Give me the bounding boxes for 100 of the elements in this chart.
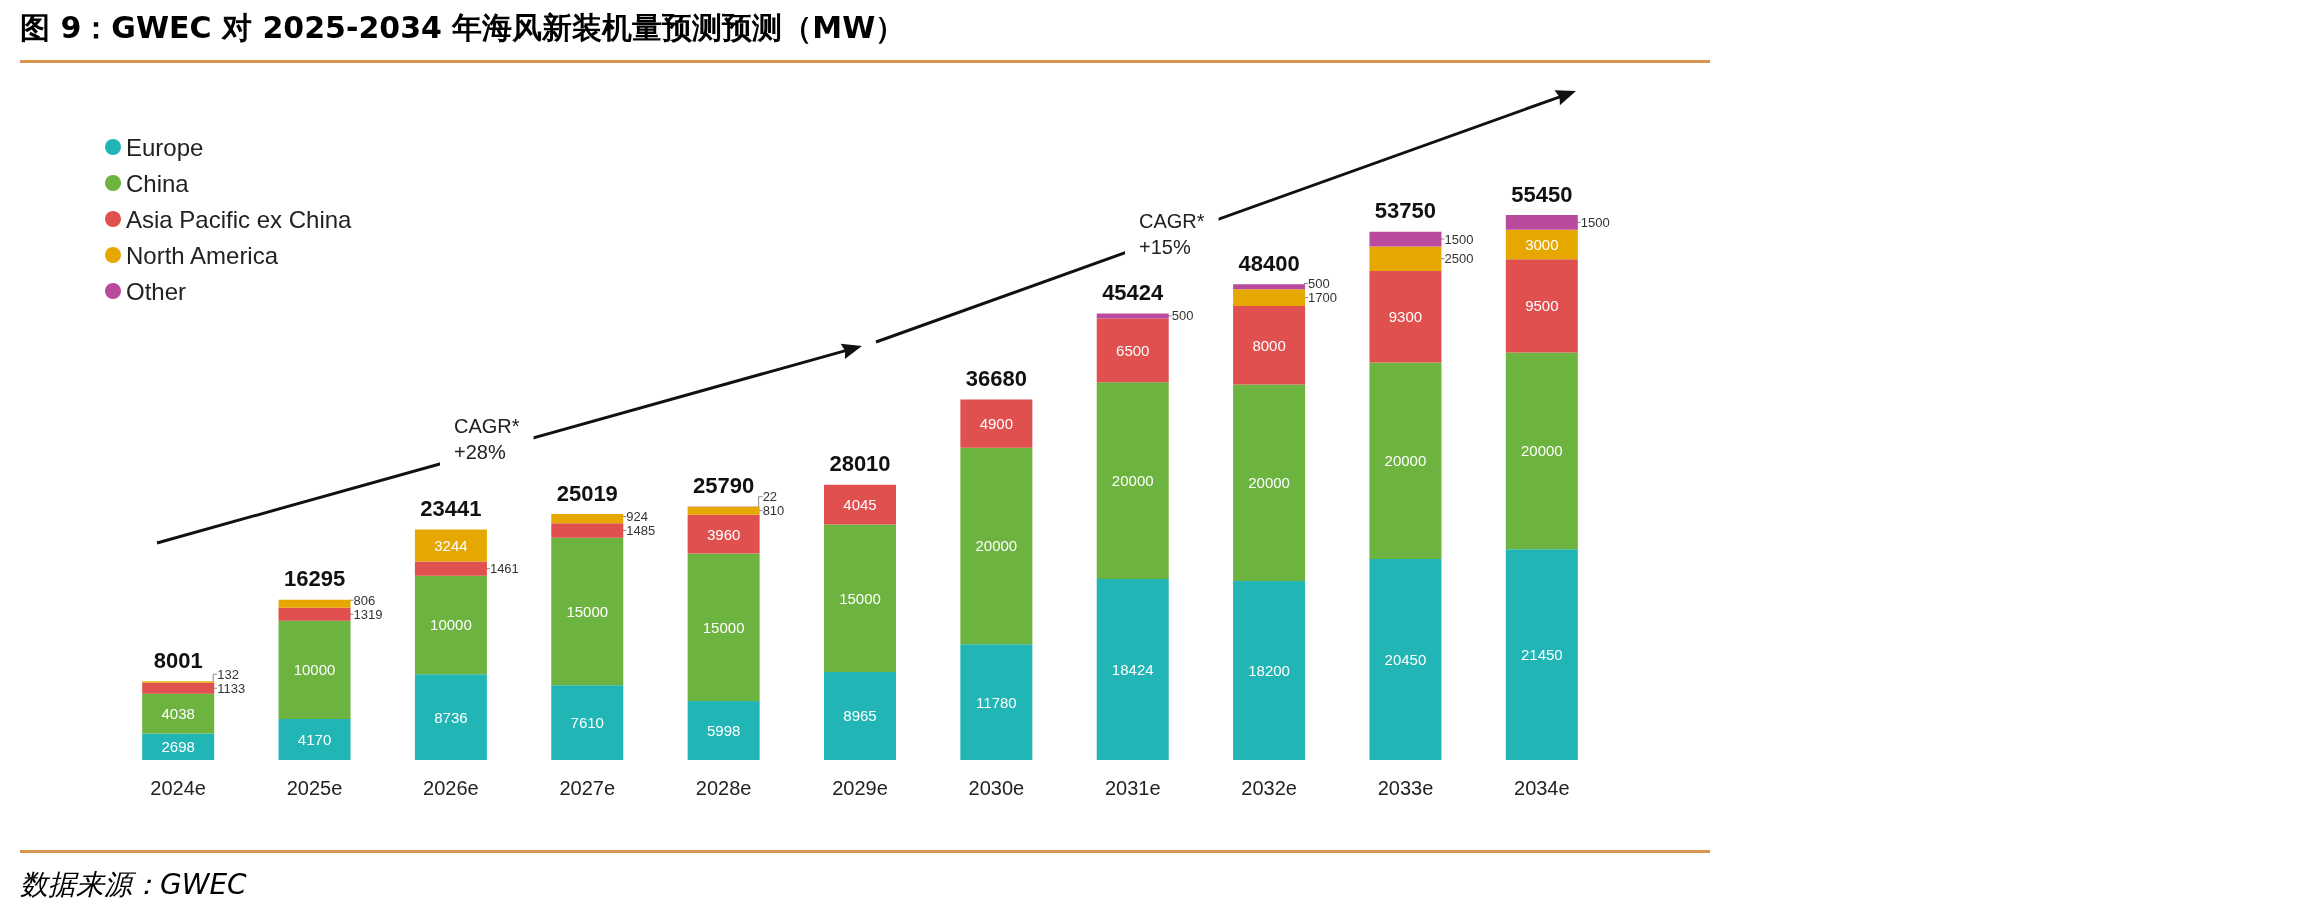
data-label: 8736 [434,708,468,726]
bar [278,719,351,760]
x-tick-label: 2033e [1377,777,1434,799]
x-tick-label: 2024e [150,777,206,799]
data-label: 2500 [1444,251,1474,267]
bar [1369,559,1442,760]
data-label: 2698 [161,738,195,756]
data-label: 20000 [1111,472,1154,490]
bar [1096,578,1169,760]
bar [1233,384,1306,582]
data-label: 3244 [434,537,468,555]
bar [1096,382,1169,579]
data-label: 8965 [843,707,877,725]
x-tick-label: 2028e [695,777,752,799]
bar [551,685,624,760]
total-label: 28010 [829,451,891,477]
bar [1505,215,1578,230]
bar [1369,362,1442,559]
data-label: 1700 [1308,290,1338,306]
bar [824,524,896,672]
x-tick-label: 2029e [832,777,888,799]
bar [414,575,487,675]
data-label: 18200 [1248,662,1290,680]
total-label: 48400 [1238,250,1300,276]
data-label: 7610 [570,714,604,732]
bar [1505,259,1578,353]
total-label: 55450 [1511,181,1573,207]
data-label: 1319 [353,606,383,622]
data-label: 11780 [976,693,1017,711]
data-label: 9300 [1388,308,1423,326]
data-label: 20450 [1384,651,1427,668]
data-label: 20000 [1520,442,1563,460]
bar [687,506,760,515]
annotation: CAGR* +15% [1139,210,1205,258]
bar [687,701,760,760]
bar [1369,271,1442,363]
bar [1505,229,1578,260]
legend-label: Other [126,277,187,305]
bar [142,693,215,734]
data-label: 4038 [161,705,195,723]
data-label: 924 [626,508,648,524]
data-label: 21450 [1520,646,1563,664]
data-label: 810 [762,503,785,519]
bar [824,671,896,760]
total-label: 8001 [153,647,203,673]
x-tick-label: 2025e [286,777,343,799]
bar [960,447,1033,645]
total-label: 45424 [1102,280,1165,306]
data-label: 806 [353,592,376,608]
bar [687,514,760,554]
bar [414,529,487,562]
data-label: 3000 [1525,235,1559,253]
total-label: 25019 [556,480,618,506]
data-label: 4900 [979,415,1014,433]
x-tick-label: 2027e [559,777,616,799]
bar [687,553,760,702]
bar [278,599,351,608]
data-label: 1500 [1580,214,1610,230]
bar [960,399,1033,448]
legend-label: North America [126,241,279,269]
x-tick-label: 2034e [1514,777,1570,799]
bar [1369,246,1442,272]
data-label: 500 [1171,308,1194,324]
bar [1369,231,1442,247]
x-tick-label: 2030e [968,777,1025,799]
bar [1096,318,1169,383]
total-label: 53750 [1374,198,1437,224]
data-label: 5998 [706,722,741,740]
bar [960,644,1033,760]
data-label: 15000 [702,618,745,636]
bar [1233,284,1306,290]
data-label: 20000 [1384,452,1427,470]
data-label: 20000 [1248,474,1290,492]
x-tick-label: 2031e [1104,777,1161,799]
total-label: 16295 [283,566,346,592]
bar [1505,549,1578,760]
bar [1233,305,1306,385]
data-label: 15000 [566,602,609,620]
legend-label: Europe [126,133,204,161]
data-label: 18424 [1111,660,1154,678]
x-tick-label: 2026e [423,777,479,799]
bar [1233,581,1306,760]
annotation: CAGR* +28% [454,415,520,463]
total-label: 36680 [965,365,1027,391]
bar [142,682,215,694]
source-note: 数据来源：GWEC [20,867,247,903]
bar [142,733,215,760]
bar [278,607,351,621]
data-label: 6500 [1116,341,1150,359]
bar [1233,289,1306,306]
bar [278,620,351,720]
bar [551,537,624,686]
data-label: 20000 [975,537,1018,555]
data-label: 1485 [626,522,656,538]
data-label: 3960 [706,525,741,543]
data-label: 22 [762,489,778,505]
data-label: 4045 [843,496,877,514]
bar [414,561,487,576]
x-tick-label: 2032e [1241,777,1297,799]
data-label: 9500 [1525,297,1559,315]
